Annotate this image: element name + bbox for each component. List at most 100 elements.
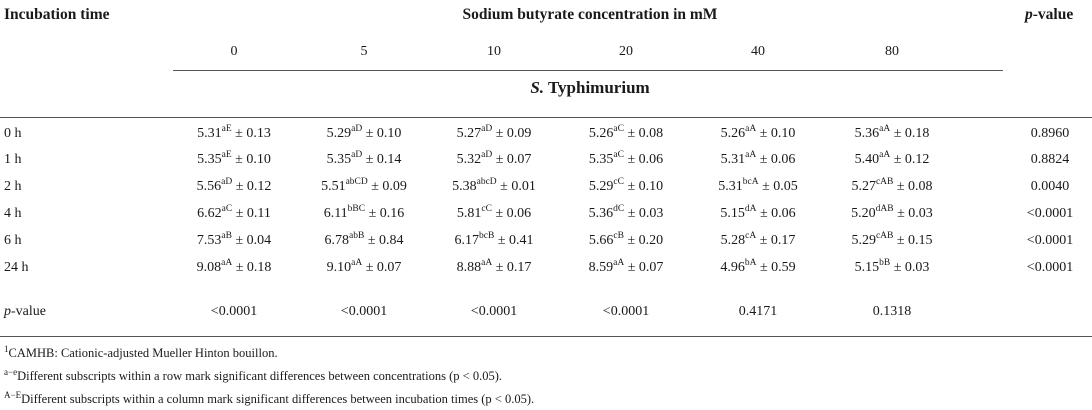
column-p-value: 0.1318 xyxy=(872,304,912,319)
cell-error: ± 0.04 xyxy=(231,233,272,248)
concentration-label: 20 xyxy=(619,44,633,59)
cell-mean: 5.51 xyxy=(321,179,346,194)
data-cell: 9.08aA ± 0.18 xyxy=(170,258,298,276)
cell-superscript: cB xyxy=(613,231,624,241)
column-p-value: 0.4171 xyxy=(738,304,778,319)
cell-error: ± 0.06 xyxy=(756,152,796,167)
cell-error: ± 0.07 xyxy=(362,260,402,275)
data-cell: 8.59aA ± 0.07 xyxy=(562,258,690,276)
cell-superscript: aD xyxy=(351,124,363,134)
cell-superscript: dAB xyxy=(875,204,894,214)
data-cell: 5.31aE ± 0.13 xyxy=(170,124,298,142)
cell-mean: 4.96 xyxy=(720,260,745,275)
footnote-mark: 1 xyxy=(4,344,9,354)
cell-mean: 5.20 xyxy=(851,206,876,221)
column-p-value: <0.0001 xyxy=(210,304,258,319)
cell-mean: 7.53 xyxy=(196,233,222,248)
cell-error: ± 0.06 xyxy=(491,206,532,221)
data-cell: 5.31aA ± 0.06 xyxy=(694,150,822,168)
column-p-value: <0.0001 xyxy=(602,304,650,319)
cell-superscript: cC xyxy=(613,177,624,187)
p-value-header: p-value xyxy=(1025,6,1074,23)
cell-mean: 5.40 xyxy=(854,152,880,167)
cell-mean: 5.27 xyxy=(851,179,876,194)
data-cell: 5.20dAB ± 0.03 xyxy=(828,204,956,222)
data-cell: 5.26aC ± 0.08 xyxy=(562,124,690,142)
cell-superscript: bB xyxy=(879,258,891,268)
cell-superscript: aE xyxy=(221,150,232,160)
cell-error: ± 0.08 xyxy=(893,179,933,194)
row-time: 0 h xyxy=(4,126,22,141)
cell-error: ± 0.09 xyxy=(492,126,532,141)
cell-mean: 5.29 xyxy=(851,233,876,248)
cell-superscript: bcB xyxy=(479,231,495,241)
cell-error: ± 0.07 xyxy=(624,260,664,275)
data-cell: 5.15dA ± 0.06 xyxy=(694,204,822,222)
cell-superscript: cA xyxy=(745,231,757,241)
cell-superscript: aD xyxy=(351,150,363,160)
header-divider xyxy=(173,70,1003,71)
cell-superscript: aA xyxy=(351,258,363,268)
data-cell: 5.31bcA ± 0.05 xyxy=(694,177,822,195)
cell-superscript: cAB xyxy=(875,231,894,241)
cell-error: ± 0.10 xyxy=(362,126,402,141)
cell-mean: 5.15 xyxy=(854,260,880,275)
row-p-value: 0.8824 xyxy=(1030,152,1070,167)
cell-superscript: cAB xyxy=(875,177,894,187)
cell-error: ± 0.06 xyxy=(623,152,664,167)
cell-superscript: aA xyxy=(879,124,891,134)
cell-superscript: dC xyxy=(613,204,625,214)
cell-error: ± 0.10 xyxy=(756,126,796,141)
row-time: 1 h xyxy=(4,152,22,167)
cell-mean: 9.08 xyxy=(196,260,222,275)
cell-error: ± 0.18 xyxy=(232,260,272,275)
data-cell: 6.17bcB ± 0.41 xyxy=(430,231,558,249)
cell-error: ± 0.10 xyxy=(231,152,271,167)
cell-mean: 5.31 xyxy=(197,126,222,141)
concentration-label: 10 xyxy=(487,44,501,59)
cell-mean: 5.56 xyxy=(196,179,222,194)
data-cell: 5.35aE ± 0.10 xyxy=(170,150,298,168)
data-cell: 6.62aC ± 0.11 xyxy=(170,204,298,222)
cell-mean: 5.35 xyxy=(588,152,614,167)
cell-error: ± 0.10 xyxy=(623,179,664,194)
row-time: 6 h xyxy=(4,233,22,248)
cell-superscript: dA xyxy=(744,204,757,214)
data-cell: 6.11bBC ± 0.16 xyxy=(300,204,428,222)
cell-superscript: bcA xyxy=(742,177,759,187)
data-cell: 5.36aA ± 0.18 xyxy=(828,124,956,142)
cell-superscript: aA xyxy=(221,258,233,268)
organism-title: S. Typhimurium xyxy=(530,78,650,97)
cell-superscript: bA xyxy=(744,258,757,268)
cell-mean: 5.35 xyxy=(326,152,352,167)
cell-mean: 6.11 xyxy=(323,206,348,221)
cell-mean: 9.10 xyxy=(326,260,352,275)
concentration-label: 5 xyxy=(360,44,368,59)
cell-error: ± 0.20 xyxy=(623,233,664,248)
cell-error: ± 0.09 xyxy=(367,179,407,194)
cell-error: ± 0.59 xyxy=(756,260,796,275)
row-p-value: <0.0001 xyxy=(1026,233,1074,248)
data-cell: 7.53aB ± 0.04 xyxy=(170,231,298,249)
cell-superscript: aD xyxy=(481,124,493,134)
cell-error: ± 0.07 xyxy=(492,152,532,167)
data-cell: 5.38abcD ± 0.01 xyxy=(430,177,558,195)
cell-mean: 8.59 xyxy=(588,260,614,275)
footnote: A−EDifferent subscripts within a column … xyxy=(4,391,534,407)
data-cell: 9.10aA ± 0.07 xyxy=(300,258,428,276)
cell-error: ± 0.11 xyxy=(232,206,271,221)
footnote: a−eDifferent subscripts within a row mar… xyxy=(4,368,502,384)
cell-error: ± 0.12 xyxy=(232,179,272,194)
cell-error: ± 0.01 xyxy=(496,179,536,194)
cell-superscript: bBC xyxy=(347,204,366,214)
cell-mean: 5.31 xyxy=(718,179,743,194)
data-cell: 5.27cAB ± 0.08 xyxy=(828,177,956,195)
footnote-text: CAMHB: Cationic-adjusted Mueller Hinton … xyxy=(8,346,278,360)
data-cell: 5.35aD ± 0.14 xyxy=(300,150,428,168)
data-cell: 5.28cA ± 0.17 xyxy=(694,231,822,249)
cell-mean: 5.36 xyxy=(588,206,614,221)
cell-error: ± 0.03 xyxy=(893,206,933,221)
data-cell: 8.88aA ± 0.17 xyxy=(430,258,558,276)
cell-superscript: abcD xyxy=(476,177,497,187)
cell-mean: 5.38 xyxy=(452,179,477,194)
